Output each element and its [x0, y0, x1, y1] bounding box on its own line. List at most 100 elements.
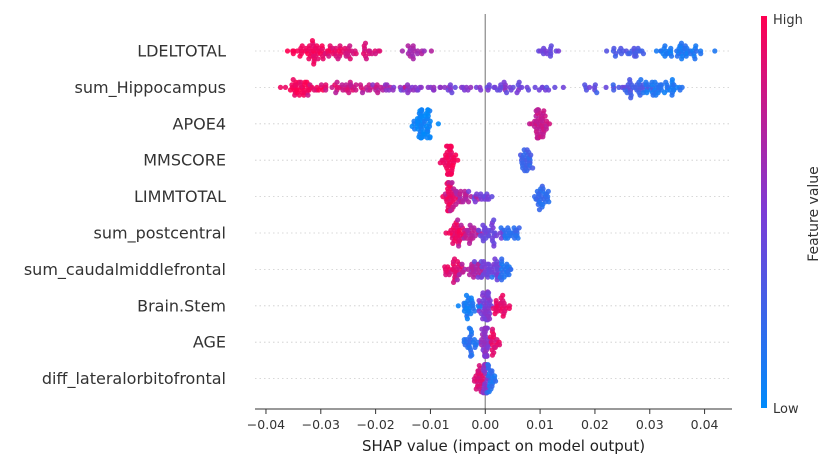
colorbar-high-label: High — [773, 13, 803, 28]
shap-point — [425, 107, 431, 113]
feature-label: AGE — [193, 333, 226, 352]
shap-point — [346, 90, 352, 96]
shap-point — [485, 344, 491, 350]
shap-point — [466, 240, 473, 246]
shap-point — [476, 227, 482, 233]
shap-point — [386, 87, 392, 93]
shap-point — [582, 82, 588, 88]
shap-point — [693, 43, 699, 49]
shap-point — [692, 56, 698, 62]
shap-point — [485, 363, 492, 369]
shap-point — [548, 43, 554, 49]
shap-point — [611, 45, 617, 52]
shap-point — [661, 90, 668, 96]
shap-point — [472, 199, 478, 205]
shap-point — [594, 90, 600, 96]
shap-point — [524, 168, 530, 174]
shap-point — [508, 266, 514, 272]
shap-point — [486, 389, 492, 395]
shap-point — [450, 162, 456, 168]
x-tick-label: 0.03 — [636, 417, 664, 432]
shap-point — [450, 279, 457, 285]
shap-point — [506, 272, 512, 278]
shap-point — [284, 48, 291, 54]
feature-label: LIMMTOTAL — [134, 187, 226, 206]
shap-point — [448, 171, 454, 177]
shap-point — [483, 325, 490, 331]
shap-point — [541, 108, 547, 114]
shap-point — [473, 342, 479, 348]
shap-point — [463, 292, 470, 298]
shap-point — [485, 290, 492, 296]
shap-point — [633, 53, 639, 59]
shap-point — [472, 308, 478, 314]
shap-point — [640, 51, 647, 57]
x-tick-label: −0.02 — [356, 417, 394, 432]
x-tick-label: 0.02 — [581, 417, 609, 432]
shap-point — [489, 368, 495, 374]
shap-point — [323, 82, 329, 88]
shap-point — [357, 82, 364, 88]
shap-point — [546, 121, 553, 127]
shap-point — [309, 38, 316, 44]
shap-point — [468, 311, 474, 317]
shap-point — [492, 378, 499, 384]
shap-point — [668, 45, 674, 52]
shap-point — [498, 235, 504, 241]
shap-point — [418, 84, 424, 90]
shap-point — [552, 84, 558, 90]
x-tick-label: −0.03 — [302, 417, 340, 432]
shap-point — [447, 82, 453, 88]
shap-point — [454, 277, 460, 283]
shap-point — [501, 274, 507, 280]
shap-point — [316, 87, 322, 93]
shap-point — [339, 82, 345, 88]
shap-point — [493, 233, 500, 239]
shap-point — [353, 51, 359, 57]
shap-point — [456, 238, 463, 244]
shap-point — [496, 342, 503, 348]
shap-point — [627, 77, 633, 83]
shap-point — [491, 243, 497, 249]
shap-point — [315, 56, 321, 62]
shap-point — [375, 90, 381, 96]
shap-point — [543, 126, 549, 132]
shap-point — [456, 243, 462, 249]
shap-point — [460, 269, 466, 275]
shap-point — [530, 165, 536, 171]
shap-point — [455, 303, 461, 309]
feature-label: diff_lateralorbitofrontal — [42, 369, 226, 389]
shap-point — [474, 191, 480, 197]
shap-point — [459, 261, 465, 267]
shap-point — [467, 222, 473, 228]
shap-point — [674, 53, 680, 59]
shap-point — [555, 48, 562, 54]
shap-point — [438, 84, 444, 90]
shap-point — [419, 107, 425, 113]
shap-point — [337, 43, 343, 49]
shap-point — [659, 82, 665, 88]
colorbar-gradient — [761, 16, 767, 408]
shap-point — [359, 90, 366, 96]
shap-point — [481, 259, 487, 265]
shap-point — [671, 82, 677, 88]
shap-point — [489, 352, 496, 358]
shap-point — [540, 201, 546, 207]
shap-point — [492, 373, 498, 379]
shap-point — [486, 82, 492, 88]
feature-label: sum_Hippocampus — [75, 78, 226, 98]
shap-point — [319, 43, 325, 49]
shap-point — [323, 87, 329, 93]
shap-point — [645, 82, 652, 88]
shap-point — [455, 217, 461, 223]
shap-point — [320, 56, 326, 62]
shap-point — [333, 90, 339, 96]
shap-point — [693, 48, 700, 54]
shap-point — [465, 199, 472, 205]
shap-point — [466, 272, 473, 278]
shap-point — [428, 48, 434, 54]
shap-point — [470, 300, 476, 306]
shap-point — [679, 56, 685, 62]
shap-point — [489, 383, 495, 389]
